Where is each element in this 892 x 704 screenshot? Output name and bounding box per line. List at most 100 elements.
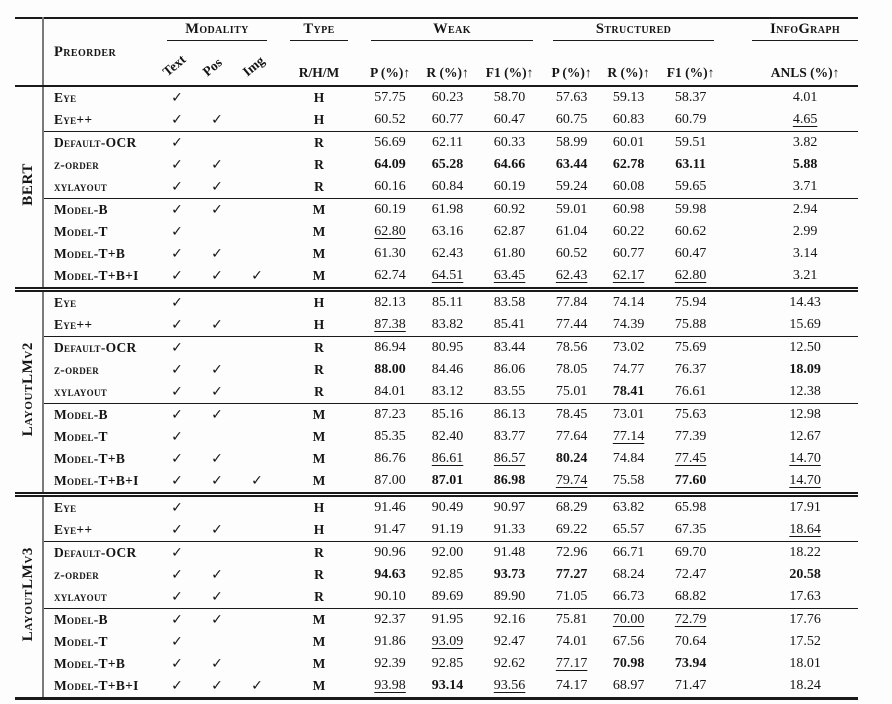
metric-cell: 59.13: [600, 86, 657, 109]
metric-value: 90.49: [431, 500, 464, 515]
modality-cell: ✓: [157, 519, 197, 542]
metric-cell: 77.64: [543, 426, 600, 448]
metric-cell: 80.95: [419, 336, 477, 359]
modality-cell: ✓: [157, 131, 197, 154]
checkmark-icon: ✓: [171, 383, 183, 400]
metric-value: 3.14: [792, 246, 818, 261]
group-header-type-label: Type: [290, 19, 349, 41]
metric-value: 63.45: [493, 268, 526, 283]
metric-cell: 89.90: [476, 586, 543, 609]
metric-value: 91.86: [374, 634, 406, 649]
metric-cell: 59.65: [657, 176, 724, 199]
metric-value: 58.99: [555, 135, 588, 150]
metric-cell: 73.02: [600, 336, 658, 359]
metric-value: 91.48: [493, 545, 526, 560]
metric-cell: 86.98: [476, 470, 543, 495]
metric-cell: 18.64: [724, 519, 858, 542]
type-cell: M: [312, 656, 326, 671]
metric-cell: 86.13: [476, 403, 544, 426]
modality-cell: ✓: [197, 314, 237, 337]
preorder-label: Model-B: [42, 608, 157, 631]
table-row: Model-T+B ✓ ✓ M 86.76 86.61 86.57 80.24 74.84 77.…: [15, 448, 858, 470]
metric-cell: 2.99: [724, 221, 858, 243]
metric-cell: 62.43: [543, 265, 600, 290]
type-cell: M: [312, 224, 326, 239]
type-cell: H: [313, 317, 325, 332]
checkmark-icon: ✓: [211, 406, 223, 423]
preorder-label: Eye++: [42, 519, 157, 542]
metric-value: 84.01: [374, 384, 406, 399]
metric-value: 73.01: [612, 407, 645, 422]
modality-cell: ✓: [157, 564, 197, 586]
modality-cell: ✓: [197, 176, 237, 199]
metric-value: 64.66: [493, 157, 526, 172]
metric-value: 70.00: [612, 612, 645, 627]
metric-cell: 65.98: [657, 492, 725, 519]
metric-cell: 63.44: [543, 154, 600, 176]
metric-value: 85.41: [493, 317, 526, 332]
metric-value: 88.00: [374, 362, 406, 377]
metric-cell: 92.39: [361, 653, 419, 675]
metric-value: 20.58: [789, 567, 821, 582]
results-table: Preorder Modality Type Weak Structured I…: [15, 17, 859, 700]
metric-cell: 12.67: [724, 426, 858, 448]
modality-cell: [237, 541, 278, 564]
metric-value: 86.98: [493, 473, 526, 488]
modality-cell: ✓: [197, 448, 237, 470]
checkmark-icon: ✓: [211, 201, 223, 218]
modality-cell: ✓: [157, 86, 197, 109]
metric-cell: 85.41: [476, 314, 543, 337]
metric-value: 89.69: [431, 589, 464, 604]
metric-value: 64.09: [374, 157, 406, 172]
metric-cell: 3.21: [724, 265, 858, 290]
modality-cell: [237, 154, 277, 176]
modality-cell: ✓: [157, 109, 197, 132]
metric-value: 63.11: [675, 157, 706, 172]
metric-cell: 94.63: [361, 564, 419, 586]
type-cell: M: [277, 608, 362, 631]
modality-cell: ✓: [197, 608, 237, 631]
metric-value: 68.97: [612, 678, 645, 693]
checkmark-icon: ✓: [171, 566, 183, 583]
metric-value: 73.94: [674, 656, 707, 671]
checkmark-icon: ✓: [171, 611, 183, 628]
metric-value: 65.28: [431, 157, 464, 172]
modality-cell: [237, 631, 277, 653]
metric-cell: 74.14: [600, 287, 658, 314]
metric-value: 74.84: [612, 451, 645, 466]
modality-cell: [237, 586, 277, 609]
metric-cell: 77.84: [543, 287, 601, 314]
modality-cell: ✓: [157, 154, 197, 176]
metric-value: 92.00: [431, 545, 464, 560]
metric-value: 3.82: [792, 135, 818, 150]
column-header-preorder: Preorder: [42, 18, 157, 87]
metric-cell: 64.51: [419, 265, 476, 290]
metric-cell: 76.37: [657, 359, 724, 381]
modality-cell: [237, 381, 277, 404]
metric-cell: 58.37: [657, 86, 724, 109]
metric-cell: 88.00: [361, 359, 419, 381]
metric-cell: 79.74: [543, 470, 600, 495]
modality-cell: [237, 492, 278, 519]
table-row: Default-OCR ✓ R 56.69 62.11 60.33 58.99 60.01 59…: [15, 131, 859, 154]
preorder-label: Model-T+B+I: [42, 675, 157, 699]
type-cell: R: [277, 541, 362, 564]
metric-cell: 75.58: [600, 470, 657, 495]
type-cell: H: [313, 112, 325, 127]
column-header-structured-p: P (%)↑: [543, 45, 601, 87]
metric-cell: 63.11: [657, 154, 724, 176]
metric-cell: 89.69: [419, 586, 476, 609]
metric-value: 84.46: [431, 362, 464, 377]
metric-value: 60.08: [612, 179, 645, 194]
checkmark-icon: ✓: [171, 428, 183, 445]
metric-value: 77.84: [555, 295, 588, 310]
metric-cell: 74.39: [600, 314, 657, 337]
checkmark-icon: ✓: [211, 611, 223, 628]
modality-cell: [197, 221, 237, 243]
metric-cell: 87.38: [361, 314, 419, 337]
metric-value: 83.55: [493, 384, 526, 399]
metric-value: 60.75: [555, 112, 588, 127]
modality-cell: ✓: [157, 470, 197, 495]
metric-cell: 92.16: [476, 608, 544, 631]
metric-cell: 4.65: [724, 109, 858, 132]
